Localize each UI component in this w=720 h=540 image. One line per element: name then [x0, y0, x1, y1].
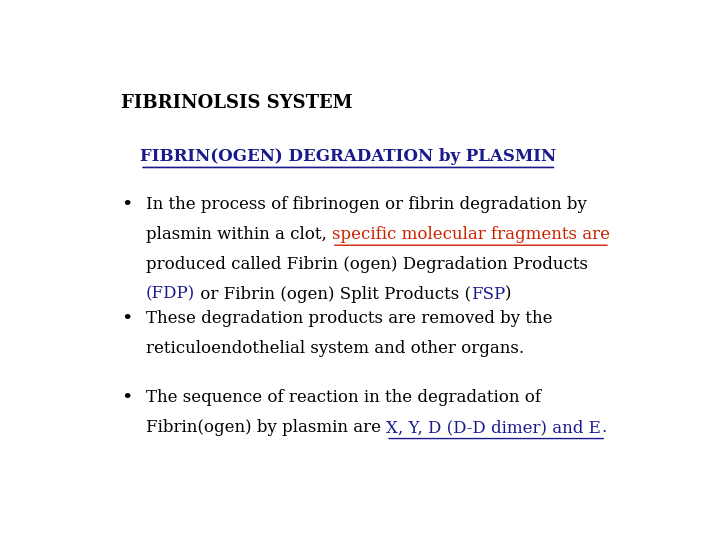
- Text: •: •: [121, 389, 132, 407]
- Text: •: •: [121, 196, 132, 214]
- Text: •: •: [121, 310, 132, 328]
- Text: ): ): [505, 286, 512, 302]
- Text: FSP: FSP: [471, 286, 505, 302]
- Text: .: .: [601, 419, 606, 436]
- Text: X, Y, D (D-D dimer) and E: X, Y, D (D-D dimer) and E: [386, 419, 601, 436]
- Text: The sequence of reaction in the degradation of: The sequence of reaction in the degradat…: [145, 389, 541, 406]
- Text: produced called Fibrin (ogen) Degradation Products: produced called Fibrin (ogen) Degradatio…: [145, 255, 588, 273]
- Text: specific molecular fragments are: specific molecular fragments are: [332, 226, 610, 242]
- Text: or Fibrin (ogen) Split Products (: or Fibrin (ogen) Split Products (: [195, 286, 471, 302]
- Text: (FDP): (FDP): [145, 286, 195, 302]
- Text: Fibrin(ogen) by plasmin are: Fibrin(ogen) by plasmin are: [145, 419, 386, 436]
- Text: FIBRIN(OGEN) DEGRADATION by PLASMIN: FIBRIN(OGEN) DEGRADATION by PLASMIN: [140, 148, 557, 165]
- Text: In the process of fibrinogen or fibrin degradation by: In the process of fibrinogen or fibrin d…: [145, 196, 587, 213]
- Text: plasmin within a clot,: plasmin within a clot,: [145, 226, 332, 242]
- Text: These degradation products are removed by the: These degradation products are removed b…: [145, 310, 552, 327]
- Text: reticuloendothelial system and other organs.: reticuloendothelial system and other org…: [145, 340, 524, 357]
- Text: FIBRINOLSIS SYSTEM: FIBRINOLSIS SYSTEM: [121, 94, 352, 112]
